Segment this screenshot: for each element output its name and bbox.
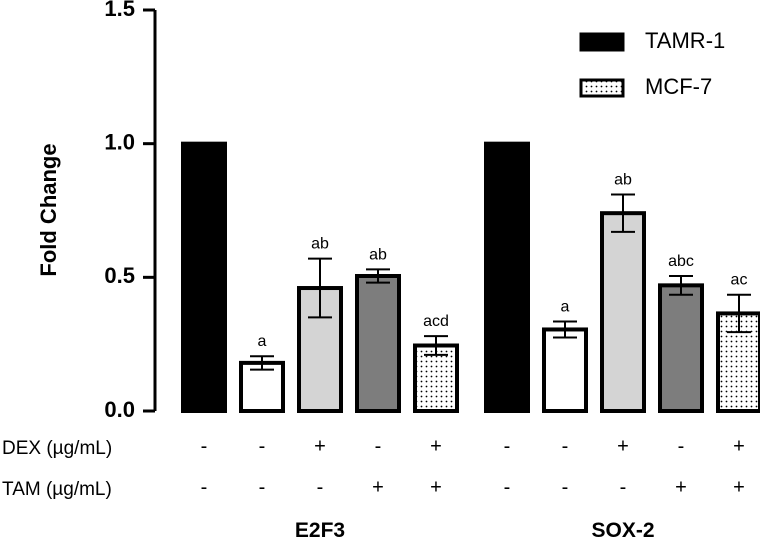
- legend-swatch: [579, 32, 625, 52]
- group-label: E2F3: [295, 519, 345, 540]
- treatment-sign: +: [314, 435, 326, 457]
- significance-label: abc: [668, 253, 694, 270]
- significance-label: ab: [614, 171, 632, 188]
- significance-label: ac: [731, 272, 748, 289]
- treatment-sign: -: [317, 476, 324, 498]
- significance-label: ab: [311, 236, 329, 253]
- treatment-sign: -: [375, 435, 382, 457]
- treatment-sign: -: [259, 476, 266, 498]
- legend-swatch: [579, 78, 625, 98]
- bar: [355, 273, 401, 413]
- significance-label: a: [258, 333, 267, 350]
- treatment-sign: -: [504, 435, 511, 457]
- treatment-row-label: TAM (µg/mL): [2, 479, 112, 500]
- y-tick-label: 0.5: [104, 263, 135, 288]
- treatment-sign: -: [678, 435, 685, 457]
- bar: [181, 141, 227, 414]
- bar: [484, 141, 530, 414]
- treatment-row-label: DEX (µg/mL): [2, 438, 112, 459]
- significance-label: acd: [423, 313, 449, 330]
- treatment-sign: +: [617, 435, 629, 457]
- y-tick-label: 1.5: [104, 0, 135, 21]
- treatment-sign: -: [562, 476, 569, 498]
- group-label: SOX-2: [591, 519, 654, 540]
- bar: [658, 283, 704, 413]
- y-tick-label: 0.0: [104, 397, 135, 422]
- treatment-sign: +: [430, 435, 442, 457]
- treatment-sign: +: [733, 476, 745, 498]
- y-tick-label: 1.0: [104, 129, 135, 154]
- significance-label: ab: [369, 246, 387, 263]
- legend-label: TAMR-1: [645, 28, 725, 53]
- treatment-sign: +: [675, 476, 687, 498]
- y-axis-label: Fold Change: [36, 143, 61, 276]
- bar: [600, 211, 646, 413]
- treatment-sign: -: [201, 476, 208, 498]
- treatment-sign: -: [562, 435, 569, 457]
- treatment-sign: -: [620, 476, 627, 498]
- bar: [542, 327, 588, 414]
- significance-label: a: [561, 298, 570, 315]
- treatment-sign: +: [372, 476, 384, 498]
- treatment-sign: -: [201, 435, 208, 457]
- treatment-sign: +: [430, 476, 442, 498]
- treatment-sign: -: [259, 435, 266, 457]
- treatment-sign: +: [733, 435, 745, 457]
- treatment-sign: -: [504, 476, 511, 498]
- legend-label: MCF-7: [645, 74, 712, 99]
